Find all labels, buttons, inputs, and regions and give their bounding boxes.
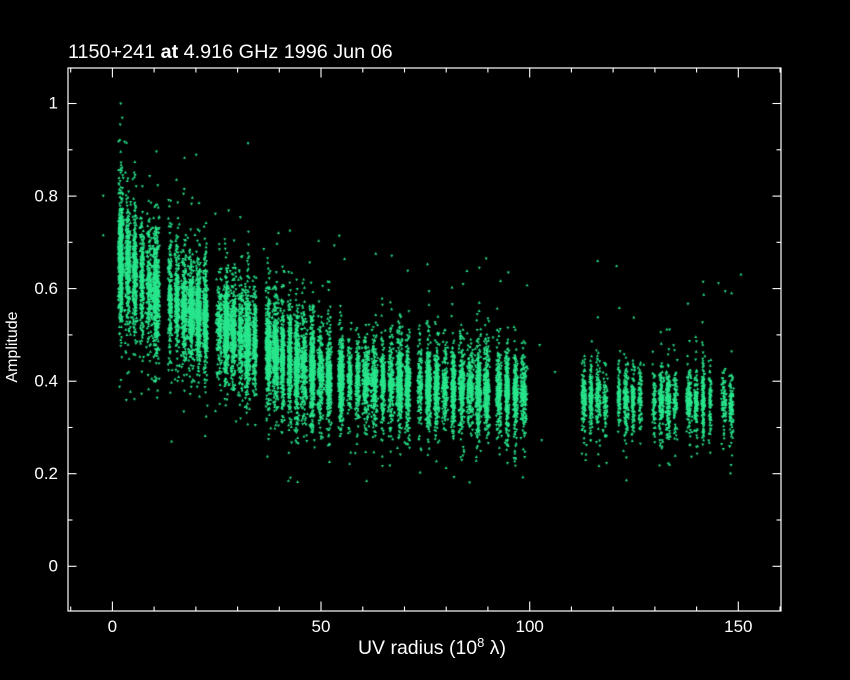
svg-text:0.8: 0.8 (34, 186, 58, 205)
svg-text:100: 100 (516, 617, 544, 636)
svg-text:150: 150 (724, 617, 752, 636)
svg-text:0.4: 0.4 (34, 371, 58, 390)
svg-text:50: 50 (312, 617, 331, 636)
svg-text:1150+241 at 4.916 GHz 1996 Jun: 1150+241 at 4.916 GHz 1996 Jun 06 (68, 41, 393, 63)
svg-text:0.2: 0.2 (34, 464, 58, 483)
svg-text:UV radius (108 λ): UV radius (108 λ) (358, 635, 506, 660)
svg-text:1: 1 (49, 94, 58, 113)
svg-text:Amplitude: Amplitude (4, 311, 21, 382)
svg-text:0: 0 (108, 617, 117, 636)
svg-text:0: 0 (49, 557, 58, 576)
svg-text:0.6: 0.6 (34, 279, 58, 298)
